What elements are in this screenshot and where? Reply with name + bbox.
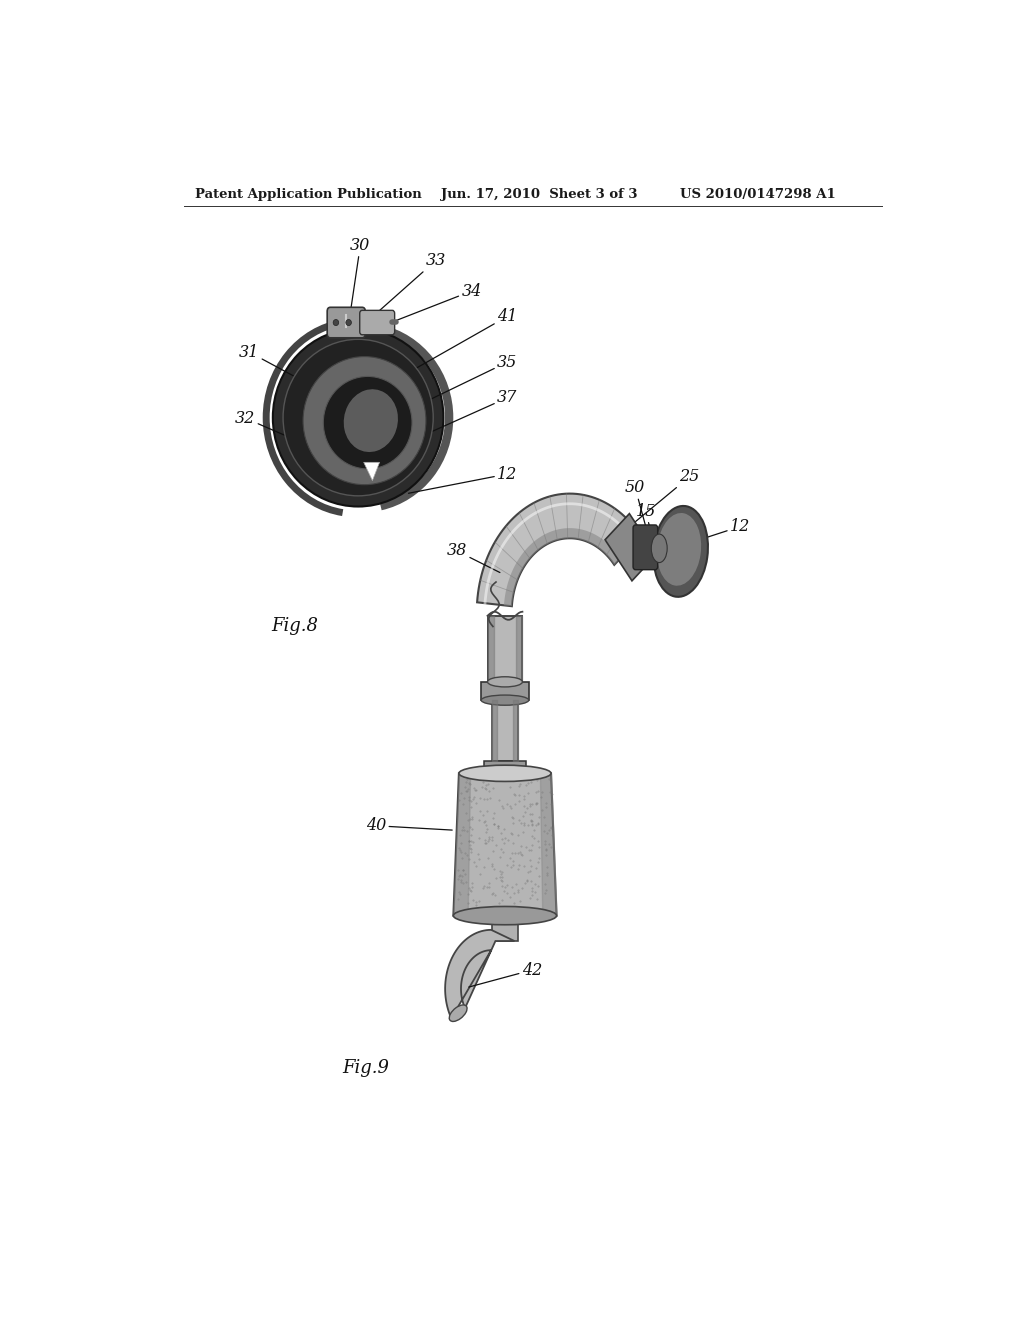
Ellipse shape (346, 319, 351, 326)
Text: 35: 35 (416, 354, 517, 407)
Polygon shape (487, 615, 522, 682)
Text: 25: 25 (630, 469, 699, 527)
Polygon shape (484, 762, 525, 774)
Ellipse shape (283, 339, 433, 496)
Ellipse shape (653, 506, 708, 597)
Text: 34: 34 (391, 282, 481, 322)
Ellipse shape (454, 907, 557, 925)
Text: 37: 37 (420, 389, 517, 437)
Text: 12: 12 (697, 517, 751, 540)
Text: 31: 31 (239, 343, 308, 384)
Text: 15: 15 (636, 503, 658, 561)
Ellipse shape (272, 329, 443, 507)
Polygon shape (481, 682, 528, 700)
Text: 50: 50 (625, 479, 648, 536)
Text: US 2010/0147298 A1: US 2010/0147298 A1 (680, 189, 836, 202)
Polygon shape (477, 494, 641, 606)
Ellipse shape (303, 356, 426, 484)
Ellipse shape (487, 677, 522, 686)
Polygon shape (493, 700, 518, 762)
Ellipse shape (657, 513, 701, 586)
FancyBboxPatch shape (359, 310, 394, 335)
Text: 12: 12 (409, 466, 517, 494)
Text: 33: 33 (376, 252, 445, 314)
Text: 30: 30 (350, 236, 371, 310)
Ellipse shape (324, 376, 412, 469)
Polygon shape (605, 513, 656, 581)
Text: 41: 41 (412, 308, 517, 371)
Polygon shape (454, 774, 557, 916)
Ellipse shape (459, 766, 551, 781)
Polygon shape (364, 462, 380, 480)
Ellipse shape (333, 319, 339, 326)
Ellipse shape (344, 389, 398, 451)
Polygon shape (493, 916, 518, 941)
Polygon shape (504, 528, 621, 606)
Text: 42: 42 (469, 961, 542, 987)
Text: Jun. 17, 2010  Sheet 3 of 3: Jun. 17, 2010 Sheet 3 of 3 (441, 189, 638, 202)
Ellipse shape (450, 1005, 467, 1022)
Text: Patent Application Publication: Patent Application Publication (196, 189, 422, 202)
Ellipse shape (481, 696, 528, 705)
Text: 32: 32 (236, 409, 300, 442)
FancyBboxPatch shape (633, 525, 657, 570)
FancyBboxPatch shape (328, 308, 366, 338)
Text: Fig.9: Fig.9 (343, 1059, 389, 1077)
Ellipse shape (651, 535, 668, 562)
Polygon shape (445, 929, 514, 1018)
Text: Fig.8: Fig.8 (271, 616, 318, 635)
Text: 40: 40 (367, 817, 453, 834)
Text: 38: 38 (446, 543, 500, 573)
